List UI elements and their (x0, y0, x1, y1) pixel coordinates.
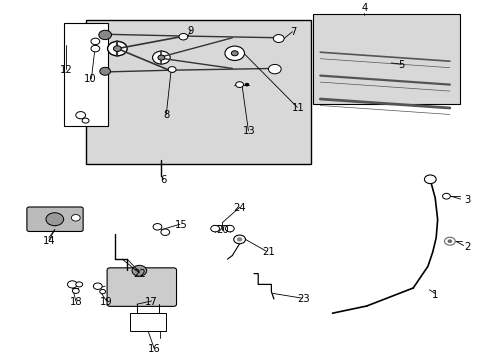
Text: 8: 8 (163, 110, 169, 120)
FancyBboxPatch shape (27, 207, 83, 231)
Circle shape (442, 193, 449, 199)
Text: 13: 13 (243, 126, 255, 136)
Text: 9: 9 (187, 26, 194, 36)
Circle shape (225, 225, 234, 232)
Circle shape (235, 82, 243, 87)
Text: 19: 19 (100, 297, 113, 307)
Circle shape (424, 175, 435, 184)
Bar (312, 14, 459, 104)
Text: 17: 17 (145, 297, 158, 307)
Text: 14: 14 (42, 236, 55, 246)
Circle shape (153, 224, 162, 230)
Circle shape (268, 64, 281, 74)
Circle shape (72, 288, 79, 293)
Circle shape (444, 237, 454, 245)
Circle shape (71, 215, 80, 221)
Circle shape (100, 67, 110, 75)
Circle shape (231, 51, 238, 56)
Text: 18: 18 (69, 297, 82, 307)
Text: 7: 7 (289, 27, 296, 37)
Circle shape (91, 45, 100, 52)
Circle shape (93, 283, 102, 289)
Bar (63, 23, 107, 126)
Circle shape (100, 289, 105, 294)
Text: 3: 3 (464, 195, 470, 205)
Circle shape (67, 281, 77, 288)
Text: 5: 5 (397, 60, 404, 70)
Circle shape (152, 51, 170, 64)
Circle shape (447, 240, 451, 243)
Text: 21: 21 (262, 247, 275, 257)
Circle shape (76, 282, 82, 287)
Text: 1: 1 (431, 290, 438, 300)
Circle shape (82, 118, 89, 123)
Text: 24: 24 (233, 203, 245, 213)
Circle shape (76, 112, 85, 119)
Circle shape (107, 41, 127, 56)
Circle shape (244, 83, 248, 86)
Text: 10: 10 (84, 74, 97, 84)
Circle shape (233, 235, 245, 244)
Circle shape (113, 46, 121, 51)
Text: 2: 2 (464, 242, 470, 252)
Circle shape (179, 33, 187, 40)
Text: 20: 20 (216, 225, 228, 235)
Circle shape (273, 35, 284, 42)
Circle shape (46, 213, 63, 226)
Text: 23: 23 (296, 294, 309, 304)
Circle shape (158, 55, 164, 60)
Circle shape (210, 225, 219, 232)
Text: 12: 12 (60, 65, 72, 75)
Circle shape (224, 46, 244, 60)
Circle shape (132, 265, 146, 276)
Circle shape (168, 67, 176, 72)
Bar (129, 313, 166, 331)
Text: 6: 6 (160, 175, 167, 185)
Text: 16: 16 (147, 344, 160, 354)
FancyBboxPatch shape (107, 268, 176, 306)
Circle shape (161, 229, 169, 235)
Circle shape (99, 30, 111, 40)
Text: 22: 22 (133, 269, 145, 279)
Circle shape (237, 238, 242, 241)
Bar (85, 20, 310, 164)
Text: 4: 4 (361, 3, 366, 13)
Text: 15: 15 (174, 220, 187, 230)
Circle shape (91, 38, 100, 45)
Text: 11: 11 (291, 103, 304, 113)
